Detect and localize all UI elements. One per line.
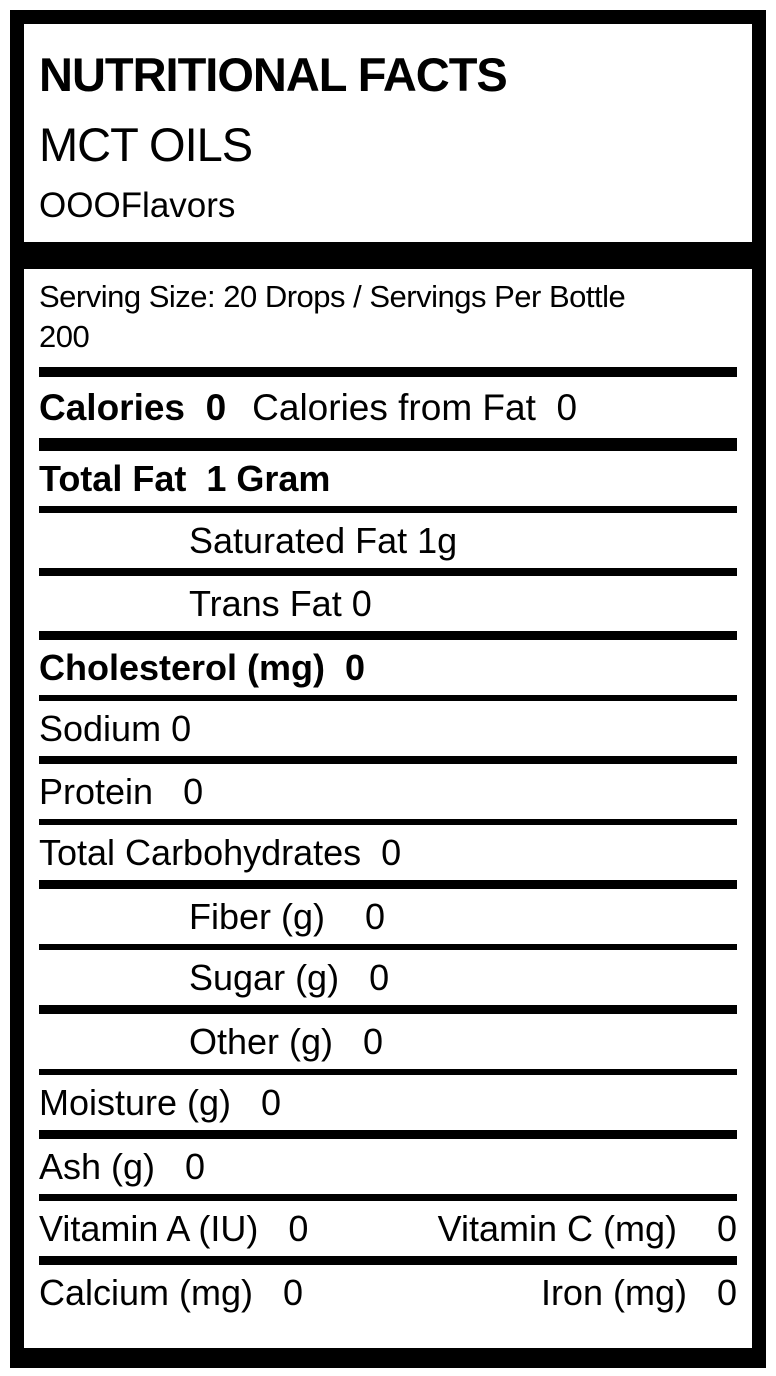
row-total-fat: Total Fat 1 Gram [39,451,737,514]
row-sugar: Sugar (g) 0 [39,950,737,1015]
section-divider-bar [24,242,752,270]
row-other: Other (g) 0 [39,1014,737,1076]
serving-size-text: Serving Size: 20 Drops / Servings Per Bo… [39,279,626,315]
calories-value: Calories 0 [39,387,227,429]
other-value: Other (g) 0 [189,1021,384,1063]
brand-name: OOOFlavors [39,186,236,226]
row-saturated-fat: Saturated Fat 1g [39,513,737,577]
row-sodium: Sodium 0 [39,701,737,765]
row-ash: Ash (g) 0 [39,1139,737,1202]
product-name: MCT OILS [39,118,253,172]
protein-value: Protein 0 [39,771,204,813]
label-title: NUTRITIONAL FACTS [39,48,508,101]
vitamin-a-value: Vitamin A (IU) 0 [39,1208,309,1250]
vitamin-c-value: Vitamin C (mg) 0 [437,1208,737,1250]
total-carbohydrates-value: Total Carbohydrates 0 [39,832,402,874]
calories-from-fat-value: Calories from Fat 0 [252,387,578,429]
cholesterol-value: Cholesterol (mg) 0 [39,647,366,689]
trans-fat-value: Trans Fat 0 [189,583,372,625]
row-protein: Protein 0 [39,764,737,826]
iron-value: Iron (mg) 0 [540,1272,737,1314]
calcium-value: Calcium (mg) 0 [39,1272,304,1314]
fiber-value: Fiber (g) 0 [189,896,386,938]
moisture-value: Moisture (g) 0 [39,1082,282,1124]
sodium-value: Sodium 0 [39,708,192,750]
sugar-value: Sugar (g) 0 [189,957,390,999]
servings-per-bottle-value: 200 [39,319,90,355]
row-serving-size: Serving Size: 20 Drops / Servings Per Bo… [39,269,737,378]
nutrition-label: NUTRITIONAL FACTS MCT OILS OOOFlavors Se… [10,10,766,1368]
row-minerals: Calcium (mg) 0 Iron (mg) 0 [39,1265,737,1320]
row-cholesterol: Cholesterol (mg) 0 [39,640,737,702]
row-vitamins: Vitamin A (IU) 0 Vitamin C (mg) 0 [39,1201,737,1266]
row-moisture: Moisture (g) 0 [39,1075,737,1140]
saturated-fat-value: Saturated Fat 1g [189,520,458,562]
row-trans-fat: Trans Fat 0 [39,576,737,641]
total-fat-value: Total Fat 1 Gram [39,458,331,500]
nutrition-label-content: NUTRITIONAL FACTS MCT OILS OOOFlavors Se… [24,48,752,1320]
row-calories: Calories 0 Calories from Fat 0 [39,377,737,452]
row-total-carbohydrates: Total Carbohydrates 0 [39,825,737,890]
ash-value: Ash (g) 0 [39,1146,206,1188]
row-fiber: Fiber (g) 0 [39,889,737,951]
